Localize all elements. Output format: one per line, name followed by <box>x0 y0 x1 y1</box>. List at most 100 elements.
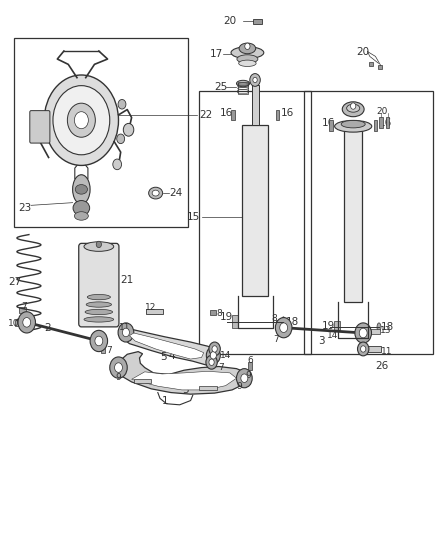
Text: 8: 8 <box>217 309 223 318</box>
Text: 17: 17 <box>210 49 223 59</box>
Text: 8: 8 <box>272 314 277 323</box>
Circle shape <box>212 346 217 352</box>
Text: 27: 27 <box>8 278 21 287</box>
Circle shape <box>241 374 248 383</box>
Circle shape <box>90 330 108 352</box>
Bar <box>374 120 377 131</box>
Circle shape <box>74 112 88 129</box>
Text: 16: 16 <box>322 118 335 127</box>
Circle shape <box>206 347 220 364</box>
Circle shape <box>53 86 110 155</box>
Text: 19: 19 <box>322 321 335 331</box>
Bar <box>276 110 279 120</box>
Bar <box>344 123 362 302</box>
Ellipse shape <box>152 190 159 196</box>
Circle shape <box>350 103 356 109</box>
Text: 20: 20 <box>357 46 370 56</box>
Ellipse shape <box>73 200 90 215</box>
Circle shape <box>209 342 220 356</box>
Bar <box>379 117 383 128</box>
Text: 9: 9 <box>245 371 251 380</box>
Circle shape <box>115 363 123 373</box>
Text: 20: 20 <box>376 108 387 116</box>
Bar <box>232 315 238 328</box>
Circle shape <box>250 74 260 86</box>
Ellipse shape <box>86 302 112 307</box>
Text: 6: 6 <box>247 356 253 365</box>
Bar <box>334 321 339 332</box>
Bar <box>19 308 26 313</box>
Circle shape <box>18 312 35 333</box>
Bar <box>146 309 162 314</box>
Polygon shape <box>121 328 217 365</box>
Text: 14: 14 <box>220 351 231 360</box>
Polygon shape <box>129 333 204 359</box>
FancyBboxPatch shape <box>79 244 119 327</box>
Circle shape <box>210 352 216 359</box>
Bar <box>251 85 258 125</box>
Circle shape <box>357 342 369 356</box>
Ellipse shape <box>341 120 365 128</box>
Text: 7: 7 <box>21 302 27 311</box>
Bar <box>242 125 268 296</box>
Bar <box>231 110 234 120</box>
FancyBboxPatch shape <box>30 111 50 143</box>
Bar <box>199 91 311 354</box>
Text: 9: 9 <box>115 373 121 382</box>
Text: 16: 16 <box>280 109 293 118</box>
Text: 20: 20 <box>223 17 237 26</box>
Circle shape <box>280 323 288 333</box>
Bar <box>118 329 131 335</box>
Circle shape <box>113 159 122 169</box>
Text: 11: 11 <box>381 347 392 356</box>
Bar <box>363 346 381 352</box>
Ellipse shape <box>231 47 264 59</box>
Bar <box>210 310 215 316</box>
Text: 16: 16 <box>220 109 233 118</box>
Circle shape <box>206 356 217 369</box>
Bar <box>276 320 281 325</box>
Ellipse shape <box>335 120 372 132</box>
Bar <box>329 120 332 131</box>
Text: 7: 7 <box>106 346 112 355</box>
Circle shape <box>23 318 31 327</box>
Circle shape <box>118 323 134 342</box>
Text: 5: 5 <box>160 352 166 362</box>
Circle shape <box>96 241 102 248</box>
Bar <box>278 327 283 333</box>
Ellipse shape <box>84 317 114 322</box>
Ellipse shape <box>148 187 162 199</box>
Text: 7: 7 <box>274 335 279 344</box>
Bar <box>199 386 217 391</box>
Text: 12: 12 <box>145 303 156 312</box>
Ellipse shape <box>75 184 88 194</box>
Ellipse shape <box>377 323 381 332</box>
Bar <box>248 362 252 370</box>
Bar <box>369 62 373 66</box>
Bar <box>101 344 106 353</box>
Ellipse shape <box>73 175 90 204</box>
Polygon shape <box>117 352 247 394</box>
Text: 1: 1 <box>162 395 169 406</box>
Text: 16: 16 <box>378 118 392 127</box>
Ellipse shape <box>282 317 286 326</box>
Text: 7: 7 <box>218 363 224 372</box>
Circle shape <box>118 100 126 109</box>
Polygon shape <box>131 372 237 390</box>
Text: 22: 22 <box>199 110 212 120</box>
Circle shape <box>67 103 95 137</box>
Ellipse shape <box>239 43 256 54</box>
Circle shape <box>276 318 292 338</box>
Ellipse shape <box>237 55 258 63</box>
Ellipse shape <box>239 60 256 67</box>
Circle shape <box>359 328 367 338</box>
Text: 14: 14 <box>205 363 216 372</box>
Circle shape <box>253 77 257 83</box>
Text: 5: 5 <box>182 385 188 395</box>
Ellipse shape <box>342 102 364 117</box>
Bar <box>134 379 151 383</box>
Bar <box>14 320 21 326</box>
Text: 13: 13 <box>380 326 391 335</box>
Circle shape <box>95 336 103 346</box>
Text: 18: 18 <box>381 322 394 332</box>
